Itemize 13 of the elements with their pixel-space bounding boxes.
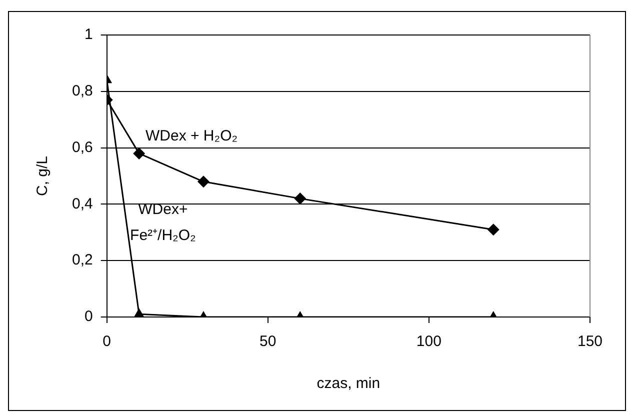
y-tick-label: 1	[84, 26, 93, 44]
y-tick-label: 0,6	[72, 138, 93, 156]
series-label: WDex + H₂O₂	[146, 128, 238, 145]
y-axis-title: C, g/L	[34, 156, 52, 196]
x-axis-title: czas, min	[316, 375, 380, 392]
y-tick-label: 0,4	[72, 195, 93, 212]
y-tick-label: 0	[84, 308, 93, 326]
y-tick-label: 0,8	[72, 82, 93, 100]
x-tick-label: 100	[416, 333, 442, 350]
x-tick-label: 50	[260, 333, 276, 350]
x-tick-label: 150	[577, 333, 603, 350]
y-tick-label: 0,2	[72, 252, 93, 269]
x-tick-label: 0	[102, 333, 112, 350]
